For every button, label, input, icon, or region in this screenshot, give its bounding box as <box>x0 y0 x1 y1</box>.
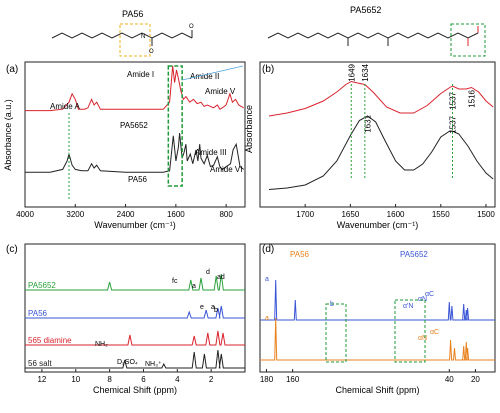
panel-label: (b) <box>262 64 274 75</box>
amide-highlight-box <box>119 23 151 57</box>
x-axis-label: Wavenumber (cm⁻¹) <box>337 220 418 230</box>
series-line-pa56 <box>268 115 494 190</box>
panel-a: 4000 3200 2400 1600 800 Wavenumber (cm⁻¹) Abso… <box>3 65 245 230</box>
x-tick-label: 1600 <box>167 210 185 219</box>
peak-assignment: b <box>214 307 218 314</box>
peak-assignment: a <box>265 276 269 283</box>
pa5652-structure-label: PA5652 <box>350 5 381 15</box>
series-line-pa5652 <box>25 65 244 112</box>
zoom-region-box <box>167 65 183 187</box>
x-tick-label: 8 <box>107 375 112 384</box>
series-line-pa56 <box>25 132 245 173</box>
x-axis-label: Chemical Shift (ppm) <box>335 385 419 395</box>
panel-frame-a <box>24 61 246 208</box>
highlight-box <box>394 299 426 363</box>
x-tick-label: 180 <box>260 375 274 384</box>
pa5652-structure <box>267 23 486 57</box>
peak-label: 1649 <box>347 63 356 81</box>
amide-annotation: Amide V <box>205 87 236 96</box>
amide-annotation: Amide VI <box>210 165 242 174</box>
peak-label: 1634 <box>361 63 370 81</box>
highlight-box <box>325 303 347 363</box>
panel-frame-b <box>259 61 496 208</box>
x-tick-label: 4 <box>175 375 180 384</box>
peak-assignment: d <box>206 269 210 276</box>
o-label: O <box>149 49 154 55</box>
zoom-connector <box>182 65 244 81</box>
panel-frame-c <box>24 243 246 373</box>
amide-annotation: Amide I <box>127 70 154 79</box>
x-tick-label: 1550 <box>432 210 450 219</box>
peak-assignment: αC <box>430 329 439 336</box>
series-label: PA5652 <box>28 281 56 290</box>
peak-label: 1516 <box>468 89 477 107</box>
peak-assignment: αN <box>418 335 427 342</box>
x-tick-label: 6 <box>141 375 146 384</box>
panel-c: 12 10 8 6 4 2 Chemical Shift (ppm) PA5652 PA56 56… <box>25 269 245 395</box>
series-line-pa5652 <box>268 80 494 117</box>
amide-annotation: Amide III <box>195 148 227 157</box>
peak-label: 1631 <box>364 114 373 132</box>
series-label: PA56 <box>28 309 48 318</box>
series-label: PA56 <box>128 175 148 184</box>
x-tick-label: 4000 <box>16 210 34 219</box>
panel-label: (c) <box>6 244 18 255</box>
x-tick-label: 1600 <box>387 210 405 219</box>
y-axis-label: Absorbance (a.u.) <box>3 99 13 171</box>
peak-label: NH₃⁺ <box>145 361 162 368</box>
peak-label: NH₂ <box>95 341 108 348</box>
peak-label: D₂SO₄ <box>117 359 138 366</box>
x-axis-label: Wavenumber (cm⁻¹) <box>94 220 175 230</box>
amide-annotation: Amide II <box>190 72 219 81</box>
x-tick-label: 2400 <box>117 210 135 219</box>
series-label: PA56 <box>290 250 310 259</box>
series-label: PA5652 <box>400 250 428 259</box>
peak-assignment: α'N <box>403 303 413 310</box>
peak-assignment: ad <box>217 274 225 281</box>
nmr-trace-pa5652 <box>25 273 245 291</box>
nmr-trace-565-diamine <box>25 330 245 346</box>
series-label: 565 diamine <box>28 336 72 345</box>
series-label: PA5652 <box>120 121 148 130</box>
peak-assignment: αC <box>425 291 434 298</box>
x-tick-label: 800 <box>219 210 233 219</box>
panel-frame-d <box>259 243 496 373</box>
peak-assignment: e <box>200 304 204 311</box>
x-tick-label: 1700 <box>296 210 314 219</box>
pa56-structure-label: PA56 <box>122 9 143 19</box>
panel-label: (a) <box>6 64 18 75</box>
pa56-structure <box>51 23 193 57</box>
nmr-trace-pa5652 <box>260 279 495 321</box>
peak-assignment: a <box>211 304 215 311</box>
panel-d: 180 160 40 20 Chemical Shift (ppm) PA56 PA5652… <box>260 250 495 395</box>
amide-annotation: Amide A <box>50 102 80 111</box>
peak-assignment: a <box>265 315 269 322</box>
x-tick-label: 160 <box>286 375 300 384</box>
x-tick-label: 10 <box>71 375 80 384</box>
o-label: O <box>189 24 194 30</box>
x-tick-label: 20 <box>471 375 480 384</box>
panel-frames: (a) (b) (c) (d) <box>6 61 496 373</box>
x-tick-label: 12 <box>37 375 46 384</box>
x-tick-label: 3200 <box>66 210 84 219</box>
peak-assignment: fc <box>172 278 178 285</box>
y-axis-label: Absorbance <box>244 105 254 153</box>
x-tick-label: 1650 <box>341 210 359 219</box>
x-tick-label: 40 <box>445 375 454 384</box>
panel-b: 1700 1650 1600 1550 1500 Wavenumber (cm⁻¹) Abs… <box>244 63 495 230</box>
x-tick-label: 2 <box>209 375 214 384</box>
oxamide-highlight-box <box>450 23 486 57</box>
panel-label: (d) <box>262 244 274 255</box>
nmr-trace-56-salt <box>25 349 245 369</box>
x-tick-label: 1500 <box>477 210 495 219</box>
peak-assignment: a <box>192 283 196 290</box>
nmr-trace-pa56 <box>260 317 495 361</box>
nh-label: N <box>141 34 145 40</box>
nmr-trace-pa56 <box>25 305 245 319</box>
x-axis-label: Chemical Shift (ppm) <box>93 385 177 395</box>
series-label: 56 salt <box>28 359 52 368</box>
